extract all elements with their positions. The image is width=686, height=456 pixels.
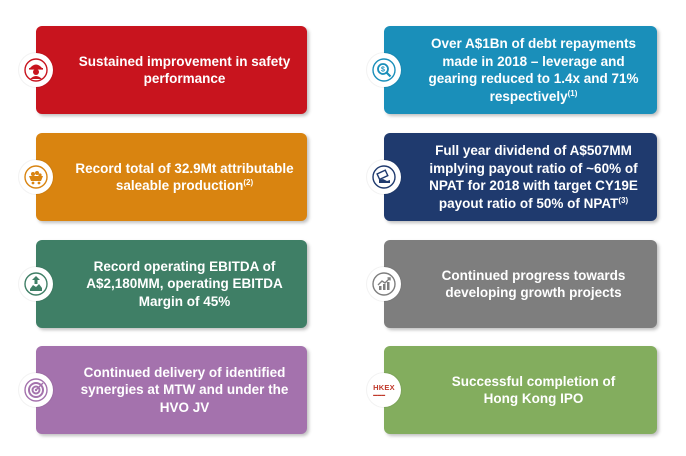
target-icon — [19, 373, 53, 407]
hkex-logo-icon: HKEX ▬▬▬ — [367, 373, 401, 407]
card-safety-text: Sustained improvement in safety performan… — [78, 53, 291, 87]
card-ebitda: Record operating EBITDA of A$2,180MM, ope… — [19, 240, 307, 328]
card-ebitda-text: Record operating EBITDA of A$2,180MM, ope… — [86, 258, 283, 309]
growth-chart-icon — [367, 267, 401, 301]
mine-cart-icon — [19, 160, 53, 194]
card-debt-text: Over A$1Bn of debt repayments made in 201… — [428, 36, 639, 104]
handshake-money-icon — [367, 160, 401, 194]
card-growth-text: Continued progress towards developing gro… — [441, 267, 626, 301]
card-ipo-text: Successful completion of Hong Kong IPO — [451, 373, 616, 407]
card-growth: Continued progress towards developing gro… — [367, 240, 657, 328]
card-dividend-text: Full year dividend of A$507MM implying pa… — [429, 143, 638, 211]
card-synergies: Continued delivery of identified synergie… — [19, 346, 307, 434]
svg-text:$: $ — [381, 67, 385, 74]
card-dividend: Full year dividend of A$507MM implying pa… — [367, 133, 657, 221]
growth-money-icon — [19, 267, 53, 301]
card-debt: $ Over A$1Bn of debt repayments made in 2… — [367, 26, 657, 114]
safety-worker-icon — [19, 53, 53, 87]
card-ipo: HKEX ▬▬▬ Successful completion of Hong Ko… — [367, 346, 657, 434]
card-production: Record total of 32.9Mt attributable salea… — [19, 133, 307, 221]
card-synergies-text: Continued delivery of identified synergie… — [80, 364, 289, 415]
dollar-magnifier-icon: $ — [367, 53, 401, 87]
card-safety: Sustained improvement in safety performan… — [19, 26, 307, 114]
card-production-text: Record total of 32.9Mt attributable salea… — [75, 160, 294, 194]
